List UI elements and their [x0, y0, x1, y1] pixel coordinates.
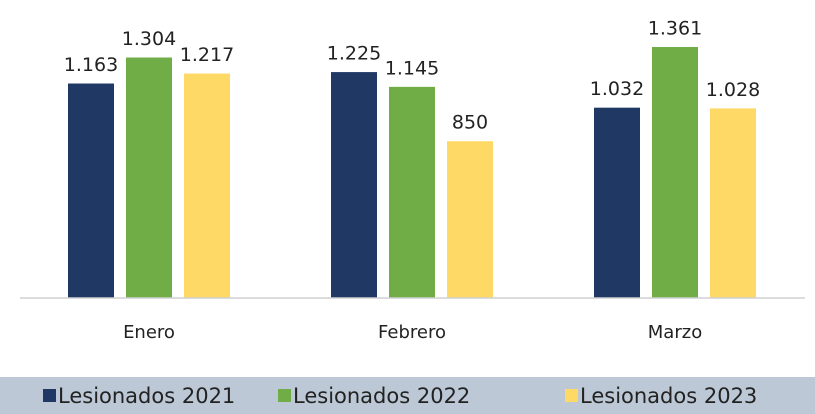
bar	[68, 83, 114, 298]
x-tick-label: Marzo	[648, 322, 702, 343]
data-label: 1.217	[180, 44, 234, 66]
legend-label: Lesionados 2023	[580, 384, 757, 408]
bar	[331, 72, 377, 298]
bar	[184, 73, 230, 298]
legend-swatch	[565, 389, 578, 402]
bar	[710, 108, 756, 298]
data-label: 1.028	[706, 79, 760, 101]
data-label: 1.361	[648, 18, 702, 40]
data-label: 850	[452, 112, 488, 134]
legend-label: Lesionados 2022	[293, 384, 470, 408]
data-label: 1.304	[122, 28, 176, 50]
bar	[389, 86, 435, 298]
legend-background	[0, 377, 815, 414]
data-label: 1.032	[590, 78, 644, 100]
data-label: 1.225	[327, 43, 381, 65]
x-tick-label: Enero	[123, 322, 175, 343]
legend-label: Lesionados 2021	[58, 384, 235, 408]
x-tick-label: Febrero	[378, 322, 446, 343]
bar	[126, 57, 172, 299]
bar	[652, 47, 698, 298]
bar	[594, 107, 640, 299]
legend-swatch	[278, 389, 291, 402]
bar	[447, 141, 493, 298]
data-label: 1.163	[64, 54, 118, 76]
legend-swatch	[43, 389, 56, 402]
data-label: 1.145	[385, 57, 439, 79]
